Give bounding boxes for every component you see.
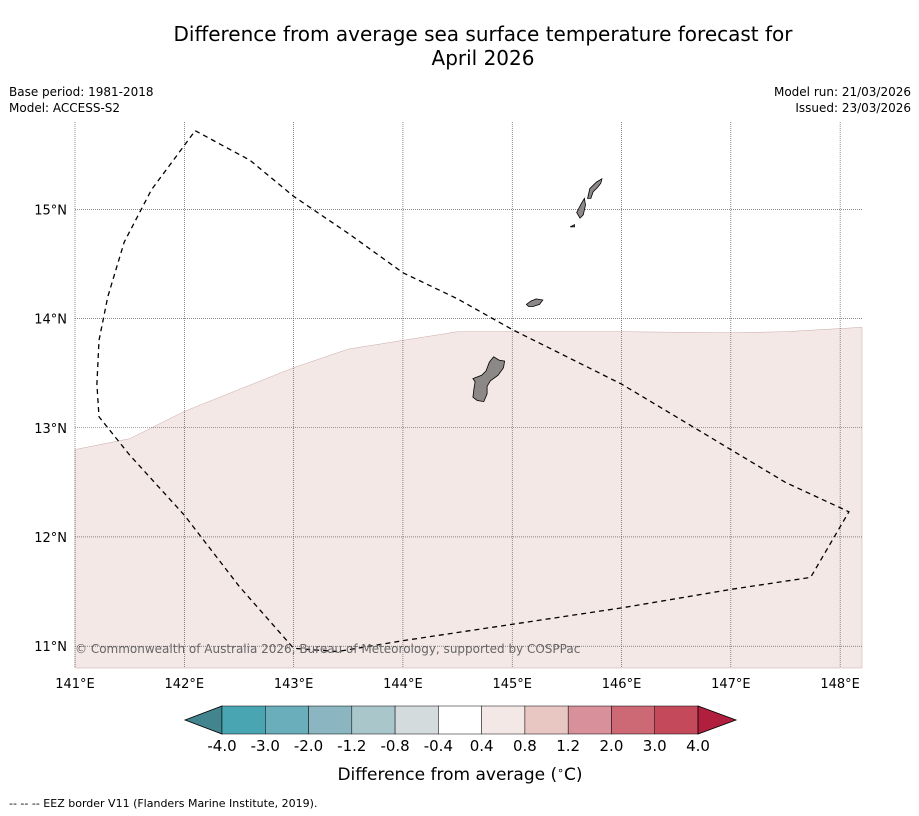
lon-tick-label: 146°E [602, 677, 642, 692]
colorbar-bin [567, 705, 612, 735]
colorbar-tick-label: 0.4 [470, 737, 494, 755]
island-rota [525, 298, 544, 307]
colorbar: -4.0 -3.0 -2.0 -1.2 -0.8 -0.4 0.4 0.8 1.2 2.0 3.0 4… [183, 705, 738, 755]
colorbar-tick-label: -1.2 [337, 737, 366, 755]
lon-tick-label: 148°E [820, 677, 860, 692]
lon-tick-label: 142°E [165, 677, 205, 692]
island-saipan [587, 177, 603, 199]
model-run: Model run: 21/03/2026 [773, 85, 911, 99]
lon-tick-label: 144°E [383, 677, 423, 692]
colorbar-tick-label: 0.8 [513, 737, 537, 755]
latitude-labels: 11°N 12°N 13°N 14°N 15°N [34, 203, 67, 655]
colorbar-tick-label: 2.0 [600, 737, 624, 755]
anomaly-region-0.4-0.8 [74, 327, 863, 669]
colorbar-bin [481, 705, 526, 735]
island-aguijan [570, 223, 575, 228]
colorbar-bin [221, 705, 266, 735]
issued-date: Issued: 23/03/2026 [795, 101, 911, 115]
lat-tick-label: 13°N [34, 422, 67, 437]
colorbar-tick-label: 4.0 [686, 737, 710, 755]
lon-tick-label: 141°E [55, 677, 95, 692]
colorbar-bin [265, 705, 309, 735]
colorbar-bin [611, 705, 655, 735]
lon-tick-label: 143°E [274, 677, 314, 692]
colorbar-tick-label: -0.8 [380, 737, 409, 755]
colorbar-bin [524, 705, 569, 735]
gridlines [74, 122, 862, 668]
colorbar-tick-label: -0.4 [424, 737, 453, 755]
lat-tick-label: 11°N [34, 640, 67, 655]
base-period: Base period: 1981-2018 [9, 85, 154, 99]
island-tinian [576, 197, 586, 219]
colorbar-tick-label: 1.2 [556, 737, 580, 755]
colorbar-tick-label: 3.0 [643, 737, 667, 755]
copyright-notice: © Commonwealth of Australia 2026, Bureau… [75, 642, 580, 656]
colorbar-bin [308, 705, 353, 735]
colorbar-bin [351, 705, 396, 735]
colorbar-bin [654, 705, 699, 735]
lat-tick-label: 14°N [34, 313, 67, 328]
colorbar-min-extend [183, 705, 223, 735]
colorbar-bin [394, 705, 439, 735]
lat-tick-label: 15°N [34, 203, 67, 218]
colorbar-max-extend [697, 705, 738, 735]
title-line-2: April 2026 [431, 46, 535, 70]
colorbar-tick-label: -2.0 [294, 737, 323, 755]
map-frame: © Commonwealth of Australia 2026, Bureau… [74, 122, 863, 669]
title-line-1: Difference from average sea surface temp… [173, 22, 793, 46]
eez-legend-footnote: -- -- -- EEZ border V11 (Flanders Marine… [9, 797, 318, 810]
model-name: Model: ACCESS-S2 [9, 101, 121, 115]
island-guam [472, 356, 506, 403]
lon-tick-label: 147°E [711, 677, 751, 692]
colorbar-bin [438, 705, 482, 735]
longitude-labels: 141°E 142°E 143°E 144°E 145°E 146°E 147°E 148°E [55, 677, 860, 692]
colorbar-tick-label: -4.0 [207, 737, 236, 755]
lon-tick-label: 145°E [492, 677, 532, 692]
colorbar-tick-label: -3.0 [251, 737, 280, 755]
colorbar-title: Difference from average (∘C) [337, 764, 582, 785]
islands [472, 177, 603, 403]
lat-tick-label: 12°N [34, 531, 67, 546]
